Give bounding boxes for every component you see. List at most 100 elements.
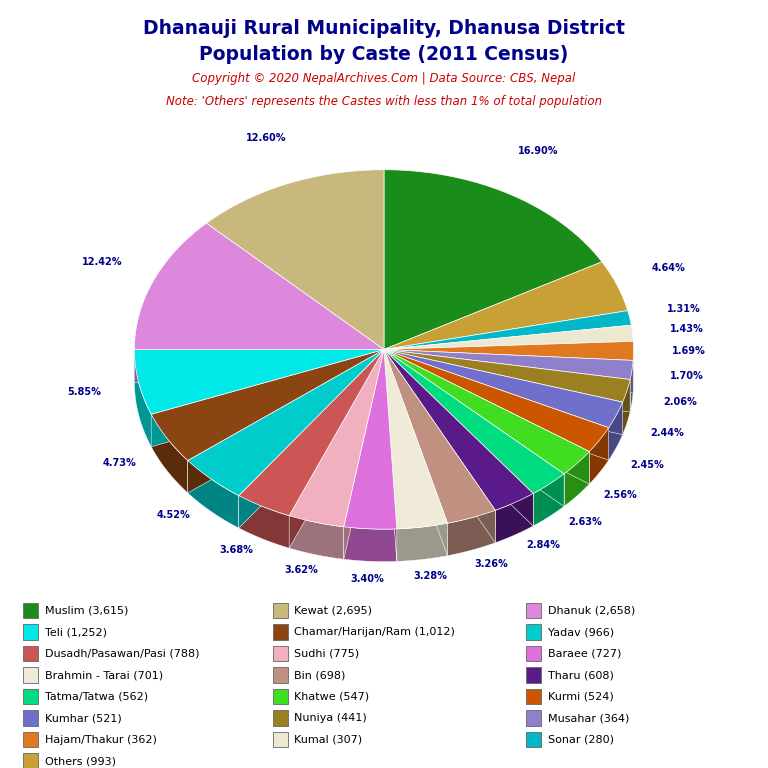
Polygon shape [384,349,630,412]
Polygon shape [134,349,384,414]
Text: Note: 'Others' represents the Castes with less than 1% of total population: Note: 'Others' represents the Castes wit… [166,95,602,108]
Polygon shape [384,349,533,526]
Polygon shape [384,349,564,494]
Polygon shape [384,349,623,428]
Polygon shape [533,474,564,526]
Polygon shape [239,495,290,548]
Text: Tatma/Tatwa (562): Tatma/Tatwa (562) [45,691,147,702]
Text: 12.60%: 12.60% [247,133,287,143]
Polygon shape [151,349,384,461]
Text: Kurmi (524): Kurmi (524) [548,691,614,702]
Polygon shape [384,349,495,523]
Text: 4.52%: 4.52% [157,511,190,521]
Polygon shape [384,310,631,349]
Polygon shape [134,349,384,382]
Polygon shape [448,510,495,556]
Polygon shape [344,349,384,559]
Text: Nuniya (441): Nuniya (441) [294,713,367,723]
Polygon shape [151,414,187,493]
Polygon shape [384,349,609,452]
Text: 1.70%: 1.70% [670,371,703,381]
Text: 4.73%: 4.73% [102,458,136,468]
Text: Kumal (307): Kumal (307) [294,734,362,745]
Polygon shape [384,341,634,360]
Text: 2.56%: 2.56% [603,490,637,500]
Text: 2.06%: 2.06% [664,397,697,407]
Text: 1.31%: 1.31% [667,304,700,314]
Text: 2.84%: 2.84% [527,540,561,550]
Polygon shape [187,349,384,493]
Polygon shape [187,461,239,528]
Polygon shape [384,349,495,543]
Polygon shape [207,170,384,349]
Text: Yadav (966): Yadav (966) [548,627,614,637]
Polygon shape [344,527,397,561]
Text: Chamar/Harijan/Ram (1,012): Chamar/Harijan/Ram (1,012) [294,627,455,637]
Polygon shape [384,349,589,484]
Polygon shape [623,379,630,435]
Text: 3.68%: 3.68% [220,545,253,555]
Text: Teli (1,252): Teli (1,252) [45,627,107,637]
Polygon shape [384,170,602,349]
Polygon shape [384,349,589,484]
Text: 12.42%: 12.42% [82,257,123,267]
Polygon shape [344,349,384,559]
Polygon shape [290,349,384,548]
Text: Kumhar (521): Kumhar (521) [45,713,121,723]
Polygon shape [384,349,623,435]
Polygon shape [384,349,630,412]
Polygon shape [384,349,609,460]
Polygon shape [384,349,623,435]
Polygon shape [239,349,384,528]
Polygon shape [564,452,589,506]
Polygon shape [384,325,634,349]
Text: 3.40%: 3.40% [350,574,384,584]
Polygon shape [134,349,151,447]
Polygon shape [290,349,384,548]
Text: Dhanauji Rural Municipality, Dhanusa District: Dhanauji Rural Municipality, Dhanusa Dis… [143,19,625,38]
Text: Kewat (2,695): Kewat (2,695) [294,605,372,616]
Polygon shape [384,349,533,526]
Text: Population by Caste (2011 Census): Population by Caste (2011 Census) [200,45,568,64]
Polygon shape [384,349,397,561]
Polygon shape [630,360,633,412]
Text: Baraee (727): Baraee (727) [548,648,621,659]
Polygon shape [344,349,397,529]
Polygon shape [151,349,384,447]
Polygon shape [384,349,633,393]
Text: Sonar (280): Sonar (280) [548,734,614,745]
Text: 5.85%: 5.85% [68,386,101,397]
Polygon shape [187,349,384,493]
Text: 1.43%: 1.43% [670,324,704,334]
Polygon shape [495,494,533,543]
Polygon shape [384,349,448,556]
Text: Khatwe (547): Khatwe (547) [294,691,369,702]
Polygon shape [384,349,564,506]
Polygon shape [384,349,397,561]
Text: 3.26%: 3.26% [475,559,508,569]
Polygon shape [290,515,344,559]
Polygon shape [384,349,448,529]
Polygon shape [384,349,564,506]
Text: 2.45%: 2.45% [631,460,664,470]
Polygon shape [609,402,623,460]
Text: Sudhi (775): Sudhi (775) [294,648,359,659]
Polygon shape [384,349,633,393]
Text: 4.64%: 4.64% [652,263,686,273]
Text: Bin (698): Bin (698) [294,670,346,680]
Polygon shape [384,349,589,474]
Text: Musahar (364): Musahar (364) [548,713,629,723]
Text: Tharu (608): Tharu (608) [548,670,614,680]
Text: Copyright © 2020 NepalArchives.Com | Data Source: CBS, Nepal: Copyright © 2020 NepalArchives.Com | Dat… [192,72,576,85]
Polygon shape [187,349,384,495]
Polygon shape [384,349,609,460]
Polygon shape [384,349,533,510]
Polygon shape [134,349,384,382]
Polygon shape [384,349,448,556]
Text: 1.69%: 1.69% [672,346,705,356]
Text: Muslim (3,615): Muslim (3,615) [45,605,128,616]
Polygon shape [239,349,384,515]
Text: Dhanuk (2,658): Dhanuk (2,658) [548,605,635,616]
Text: 2.63%: 2.63% [568,517,602,527]
Polygon shape [151,349,384,447]
